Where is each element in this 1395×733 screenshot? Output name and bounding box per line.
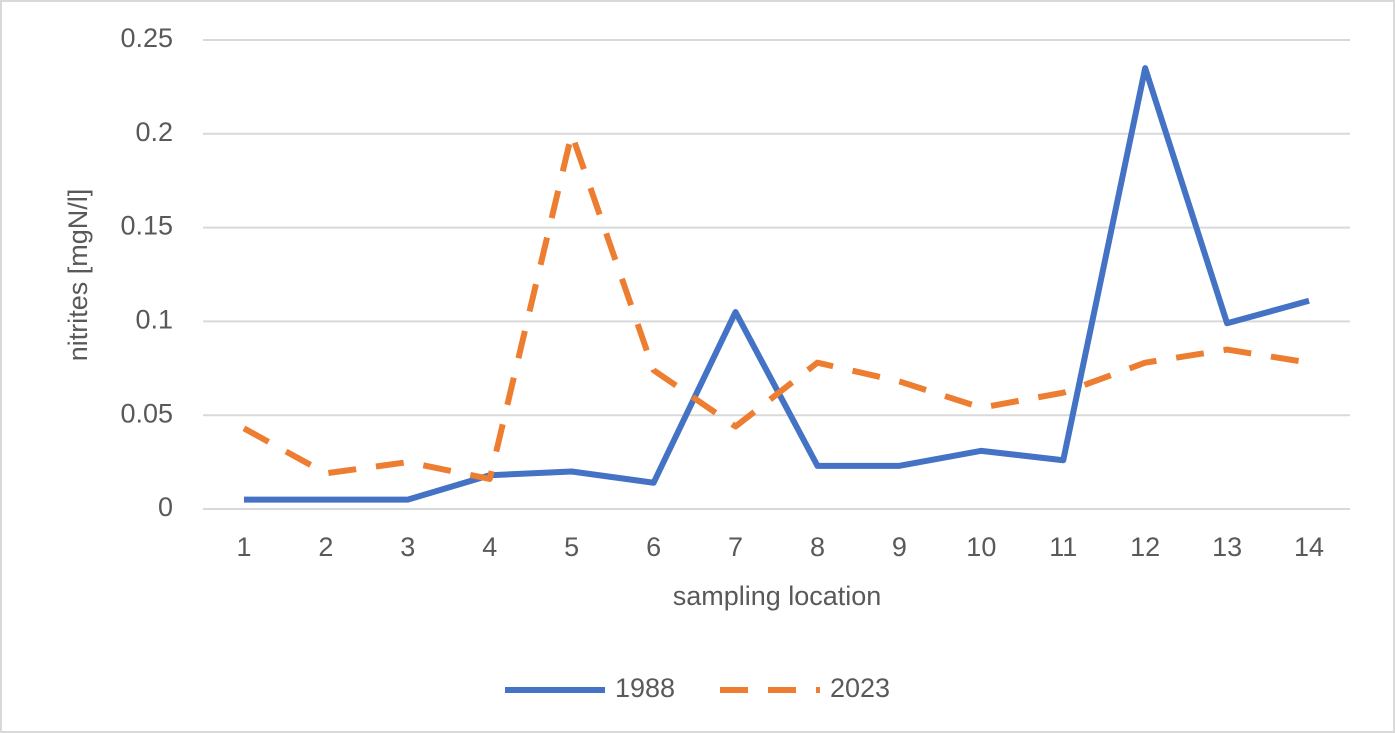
x-tick-label: 5: [564, 532, 579, 562]
y-tick-label: 0: [158, 492, 173, 522]
x-tick-label: 8: [810, 532, 825, 562]
x-tick-label: 14: [1294, 532, 1324, 562]
x-tick-label: 11: [1049, 532, 1077, 562]
x-tick-label: 2: [318, 532, 333, 562]
x-tick-label: 4: [482, 532, 497, 562]
legend-label: 1988: [615, 673, 675, 703]
legend-label: 2023: [830, 673, 890, 703]
x-tick-label: 10: [966, 532, 996, 562]
x-tick-label: 13: [1212, 532, 1242, 562]
data-line: [243, 65, 1310, 503]
y-tick-label: 0.05: [120, 398, 173, 428]
y-tick-label: 0.25: [120, 23, 173, 53]
x-tick-label: 9: [892, 532, 907, 562]
y-axis-label: nitrites [mgN/l]: [63, 189, 93, 362]
y-tick-label: 0.15: [120, 211, 173, 241]
x-tick-label: 1: [236, 532, 251, 562]
x-tick-label: 3: [400, 532, 415, 562]
x-tick-label: 6: [646, 532, 661, 562]
x-tick-label: 12: [1130, 532, 1160, 562]
y-tick-label: 0.2: [135, 117, 173, 147]
x-axis-label: sampling location: [673, 581, 882, 611]
x-tick-label: 7: [728, 532, 743, 562]
y-tick-label: 0.1: [135, 305, 173, 335]
data-line: [242, 130, 1310, 482]
